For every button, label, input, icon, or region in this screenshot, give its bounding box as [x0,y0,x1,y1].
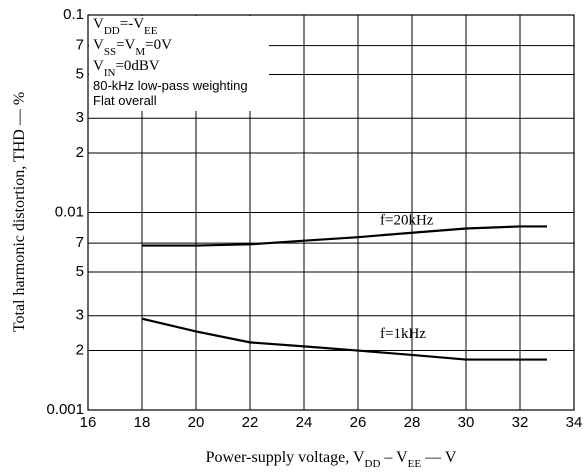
x-tick-label: 18 [134,414,151,431]
subscript: DD [365,458,381,470]
text-part: =V [116,37,135,53]
subscript: IN [104,67,116,79]
text-part: – V [380,449,408,466]
y-axis-label: Total harmonic distortion, THD — % [11,92,28,332]
note: 80-kHz low-pass weighting [93,78,248,93]
series-line [142,225,547,247]
x-tick-label: 20 [188,414,205,431]
subscript: EE [408,458,422,470]
text-part: 80-kHz low-pass weighting [93,78,248,93]
x-axis-label: Power-supply voltage, VDD – VEE — V [206,449,457,470]
subscript: DD [104,25,120,37]
y-tick-label: 0.1 [63,6,84,23]
series-label: f=1kHz [380,326,426,342]
text-part: Power-supply voltage, V [206,449,365,466]
x-tick-label: 26 [350,414,367,431]
subscript: SS [104,46,116,58]
series-label: f=20kHz [380,213,434,229]
series-line [141,317,547,361]
y-tick-label: 7 [76,37,84,54]
text-part: =0dBV [115,58,159,74]
y-tick-label: 0.01 [55,203,84,220]
text-part: V [93,16,104,32]
x-tick-label: 28 [404,414,421,431]
x-tick-label: 24 [296,414,313,431]
plot-frame [87,14,575,411]
notes-box [89,16,269,111]
x-tick-label: 32 [512,414,529,431]
note: Flat overall [93,93,157,108]
y-tick-label: 2 [76,342,84,359]
x-tick-label: 30 [458,414,475,431]
note: VDD=-VEE [93,16,158,36]
note: VIN=0dBV [93,58,160,78]
x-tick-label: 34 [566,414,583,431]
y-tick-label: 5 [76,65,84,82]
text-part: Total harmonic distortion, THD — % [11,92,28,332]
text-part: =-V [120,16,144,32]
subscript: M [135,46,145,58]
subscript: EE [144,25,158,37]
text-part: V [93,58,104,74]
note: VSS=VM=0V [93,37,172,57]
y-tick-label: 5 [76,263,84,280]
text-part: Flat overall [93,93,157,108]
text-part: =0V [145,37,172,53]
y-tick-label: 0.001 [46,401,84,418]
y-tick-label: 2 [76,144,84,161]
y-tick-label: 3 [76,109,84,126]
text-part: V [93,37,104,53]
text-part: — V [421,449,457,466]
x-tick-label: 16 [80,414,97,431]
y-tick-label: 7 [76,234,84,251]
x-tick-label: 22 [242,414,259,431]
y-tick-label: 3 [76,307,84,324]
